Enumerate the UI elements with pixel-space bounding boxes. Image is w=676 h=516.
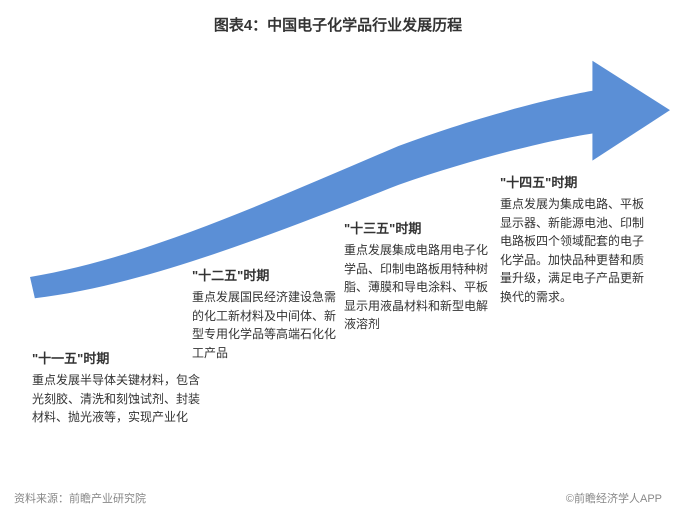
stage-3-title: "十三五"时期 bbox=[344, 218, 492, 237]
stage-1-title: "十一五"时期 bbox=[32, 348, 202, 367]
chart-title: 图表4：中国电子化学品行业发展历程 bbox=[0, 0, 676, 35]
stage-4-body: 重点发展为集成电路、平板显示器、新能源电池、印制电路板四个领域配套的电子化学品。… bbox=[500, 195, 650, 307]
stage-3-body: 重点发展集成电路用电子化学品、印制电路板用特种树脂、薄膜和导电涂料、平板显示用液… bbox=[344, 241, 492, 334]
stage-4-title: "十四五"时期 bbox=[500, 172, 650, 191]
stage-2: "十二五"时期 重点发展国民经济建设急需的化工新材料及中间体、新型专用化学品等高… bbox=[192, 265, 340, 362]
stage-1-body: 重点发展半导体关键材料，包含光刻胶、清洗和刻蚀试剂、封装材料、抛光液等，实现产业… bbox=[32, 371, 202, 427]
stage-2-title: "十二五"时期 bbox=[192, 265, 340, 284]
footer-source: 资料来源：前瞻产业研究院 bbox=[14, 490, 146, 506]
stage-1: "十一五"时期 重点发展半导体关键材料，包含光刻胶、清洗和刻蚀试剂、封装材料、抛… bbox=[32, 348, 202, 427]
footer-brand: ©前瞻经济学人APP bbox=[566, 490, 662, 506]
stage-3: "十三五"时期 重点发展集成电路用电子化学品、印制电路板用特种树脂、薄膜和导电涂… bbox=[344, 218, 492, 334]
stage-2-body: 重点发展国民经济建设急需的化工新材料及中间体、新型专用化学品等高端石化化工产品 bbox=[192, 288, 340, 362]
stage-4: "十四五"时期 重点发展为集成电路、平板显示器、新能源电池、印制电路板四个领域配… bbox=[500, 172, 650, 307]
